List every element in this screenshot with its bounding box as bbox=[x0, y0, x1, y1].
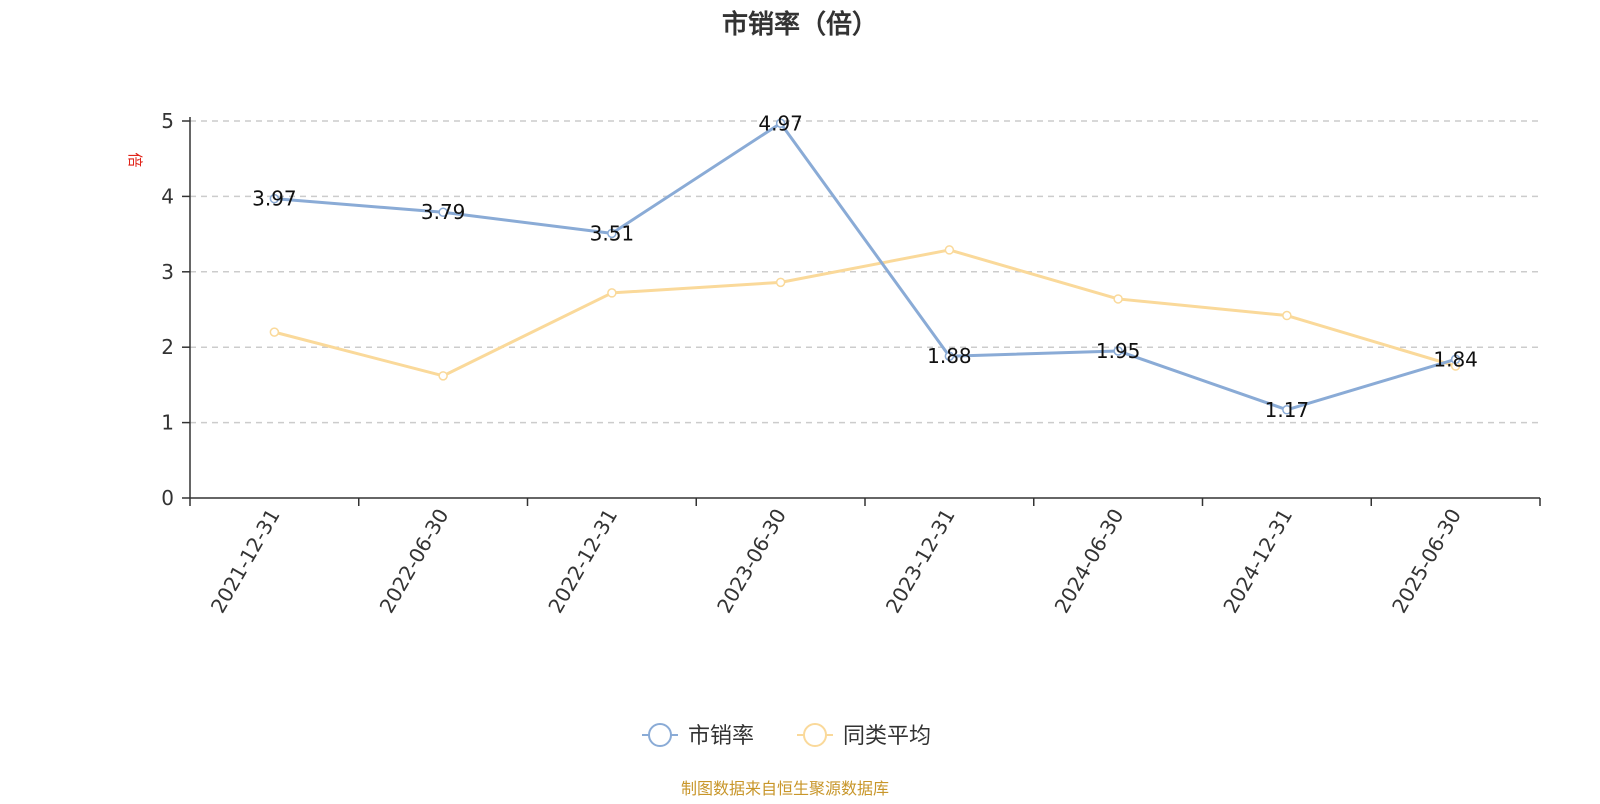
legend[interactable]: 市销率 同类平均 bbox=[642, 723, 931, 749]
x-tick-label: 2023-06-30 bbox=[712, 505, 791, 618]
data-point[interactable] bbox=[1113, 346, 1123, 356]
y-tick-label: 3 bbox=[161, 260, 174, 284]
x-tick-label: 2022-06-30 bbox=[375, 505, 454, 618]
data-point[interactable] bbox=[944, 245, 955, 255]
data-point[interactable] bbox=[607, 288, 617, 298]
x-tick-label: 2025-06-30 bbox=[1387, 505, 1466, 618]
data-point[interactable] bbox=[775, 277, 786, 288]
data-label: 1.95 bbox=[1096, 339, 1141, 363]
legend-item-0[interactable]: 市销率 bbox=[642, 723, 754, 749]
data-point[interactable] bbox=[438, 207, 448, 217]
chart-title: 市销率（倍） bbox=[722, 9, 878, 40]
data-label: 1.17 bbox=[1265, 398, 1310, 422]
y-tick-label: 2 bbox=[161, 335, 174, 359]
series-line-0 bbox=[274, 121, 1457, 412]
y-tick-label: 1 bbox=[161, 411, 174, 435]
x-tick-label: 2024-12-31 bbox=[1218, 505, 1297, 618]
y-axis-label: 倍 bbox=[126, 152, 144, 167]
x-tick-label: 2022-12-31 bbox=[543, 505, 622, 618]
data-labels: 3.97 3.79 3.51 4.97 1.88 1.95 1.17 1.84 bbox=[252, 111, 1478, 422]
data-point[interactable] bbox=[1113, 294, 1123, 304]
x-tick-label: 2021-12-31 bbox=[206, 505, 285, 618]
y-tick-label: 5 bbox=[161, 109, 174, 133]
series-line-1 bbox=[273, 248, 1457, 378]
data-point[interactable] bbox=[1282, 405, 1292, 415]
data-label: 3.79 bbox=[421, 200, 466, 224]
legend-item-1[interactable]: 同类平均 bbox=[797, 723, 931, 749]
data-label: 3.97 bbox=[252, 187, 297, 211]
legend-marker-icon bbox=[803, 723, 827, 747]
data-point[interactable] bbox=[269, 327, 280, 337]
legend-marker-icon bbox=[648, 723, 672, 747]
grid-lines bbox=[190, 120, 1540, 424]
data-point[interactable] bbox=[775, 118, 786, 129]
legend-label: 市销率 bbox=[688, 724, 754, 749]
x-tick-label: 2023-12-31 bbox=[881, 505, 960, 618]
data-label: 4.97 bbox=[758, 111, 803, 135]
axes: 0 1 2 3 4 5 2021-12-31 2022-06-30 2022-12-31 2023… bbox=[161, 109, 1541, 618]
y-tick-label: 0 bbox=[161, 486, 174, 510]
data-label: 1.88 bbox=[927, 344, 972, 368]
data-point[interactable] bbox=[269, 193, 280, 204]
data-point[interactable] bbox=[1450, 354, 1461, 365]
data-label: 3.51 bbox=[590, 221, 635, 245]
data-point[interactable] bbox=[1282, 310, 1292, 321]
series-layer bbox=[269, 118, 1461, 415]
data-point[interactable] bbox=[944, 351, 955, 361]
data-point[interactable] bbox=[607, 228, 617, 239]
data-source-note: 制图数据来自恒生聚源数据库 bbox=[681, 779, 889, 798]
data-label: 1.84 bbox=[1433, 347, 1478, 371]
legend-label: 同类平均 bbox=[843, 724, 931, 749]
x-tick-label: 2024-06-30 bbox=[1050, 505, 1129, 618]
data-point[interactable] bbox=[438, 371, 448, 381]
y-tick-label: 4 bbox=[161, 184, 174, 208]
